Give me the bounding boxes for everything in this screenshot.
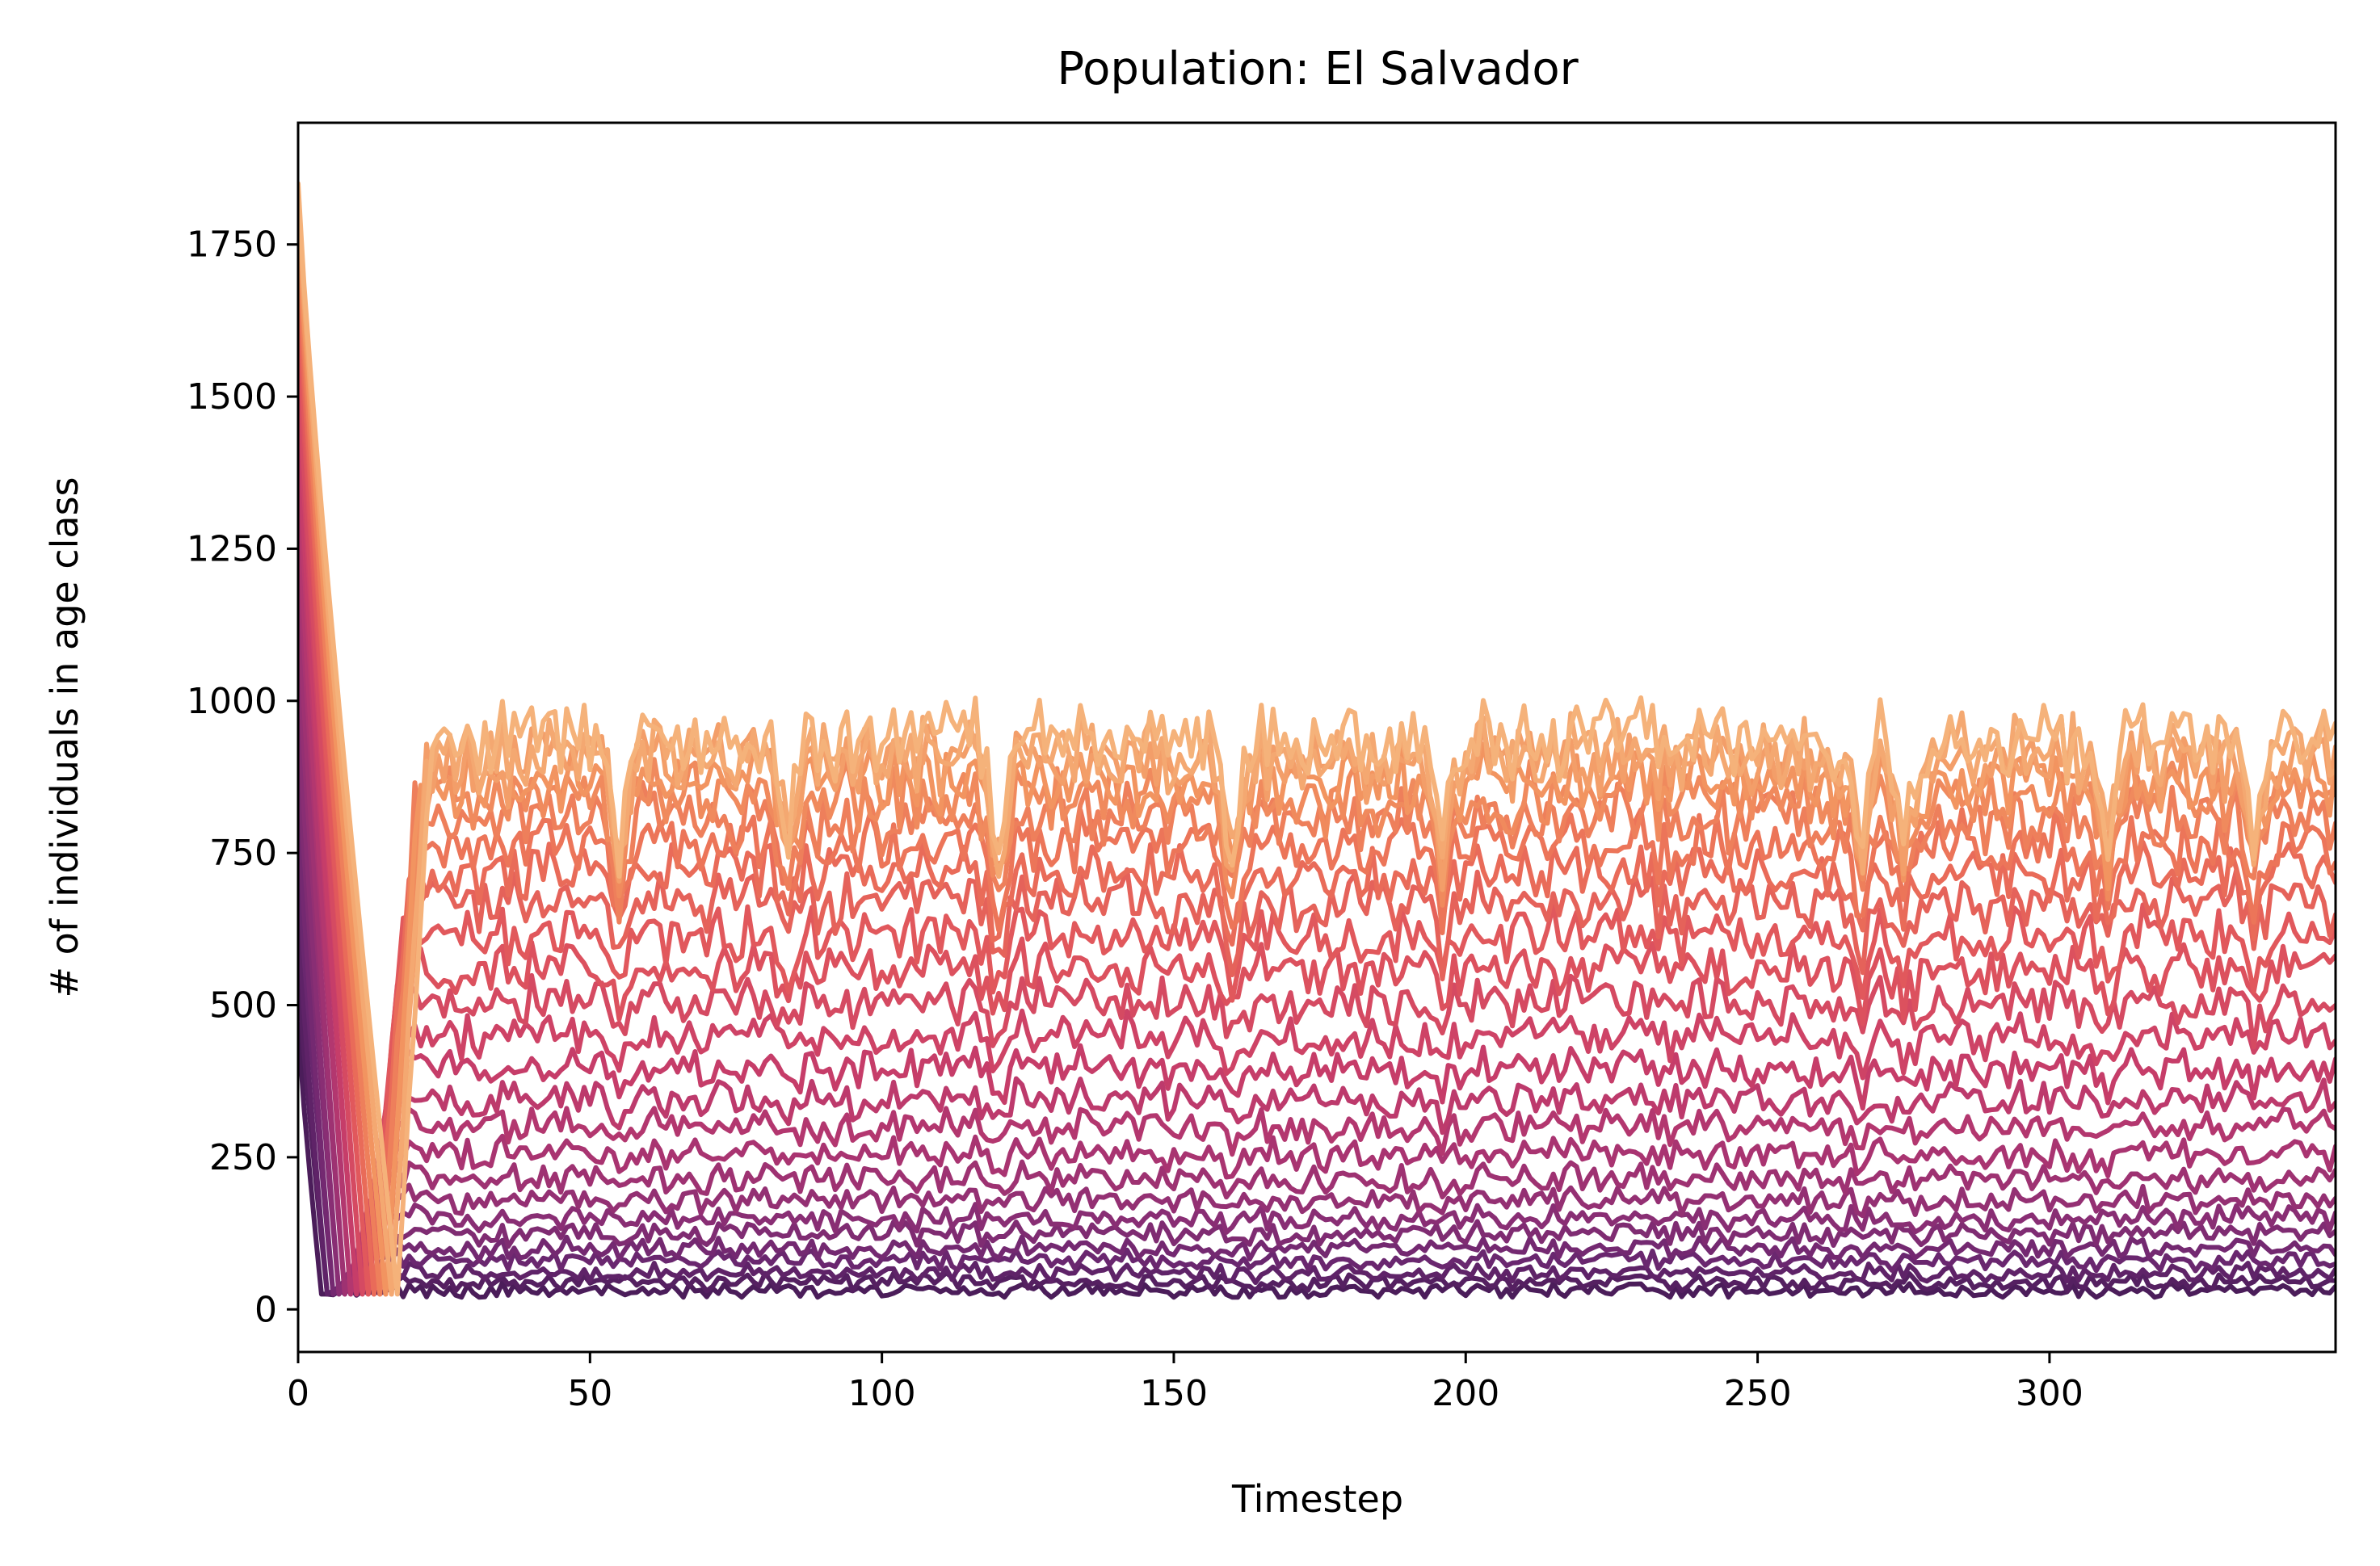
series-line	[298, 692, 2336, 1297]
series-line	[298, 747, 2336, 1297]
series-line	[298, 582, 2336, 1297]
series-line	[298, 443, 2336, 1297]
series-line	[298, 801, 2336, 1297]
series-line	[298, 966, 2336, 1297]
series-line	[298, 284, 2336, 1297]
x-axis-label: Timestep	[1231, 1477, 1403, 1521]
y-tick-label: 500	[209, 985, 277, 1027]
series-line	[298, 339, 2336, 1297]
series-line	[298, 856, 2336, 1297]
series-line	[298, 248, 2336, 1297]
x-tick-label: 0	[287, 1373, 309, 1414]
x-tick-label: 200	[1432, 1373, 1499, 1414]
y-tick-label: 1250	[187, 528, 277, 569]
x-tick-label: 150	[1140, 1373, 1208, 1414]
y-tick-label: 1500	[187, 376, 277, 418]
x-tick-label: 300	[2016, 1373, 2084, 1414]
series-line	[298, 637, 2336, 1297]
series-line	[298, 266, 2336, 1297]
plot-area	[298, 181, 2336, 1300]
y-tick-label: 750	[209, 833, 277, 874]
chart-title: Population: El Salvador	[1057, 43, 1579, 95]
series-line	[298, 309, 2336, 1297]
x-axis: 0 50 100 150 200 250 300	[287, 1352, 2084, 1414]
series-line	[298, 485, 2336, 1297]
series-line	[298, 406, 2336, 1297]
series-line	[298, 236, 2336, 1297]
series-group	[298, 181, 2336, 1300]
series-line	[298, 369, 2336, 1297]
series-line	[298, 181, 2336, 1297]
y-tick-label: 1000	[187, 681, 277, 722]
x-tick-label: 50	[567, 1373, 612, 1414]
series-line	[298, 1021, 2336, 1300]
y-tick-label: 250	[209, 1137, 277, 1178]
plot-frame	[296, 121, 2337, 1354]
y-tick-label: 1750	[187, 225, 277, 266]
x-tick-label: 100	[848, 1373, 916, 1414]
y-tick-label: 0	[254, 1289, 277, 1330]
series-line	[298, 911, 2336, 1297]
y-axis-label: # of individuals in age class	[43, 477, 86, 997]
y-axis: 0 250 500 750 1000 1250 1500 1750	[187, 225, 298, 1330]
series-line	[298, 205, 2336, 1297]
x-tick-label: 250	[1724, 1373, 1792, 1414]
series-line	[298, 527, 2336, 1297]
